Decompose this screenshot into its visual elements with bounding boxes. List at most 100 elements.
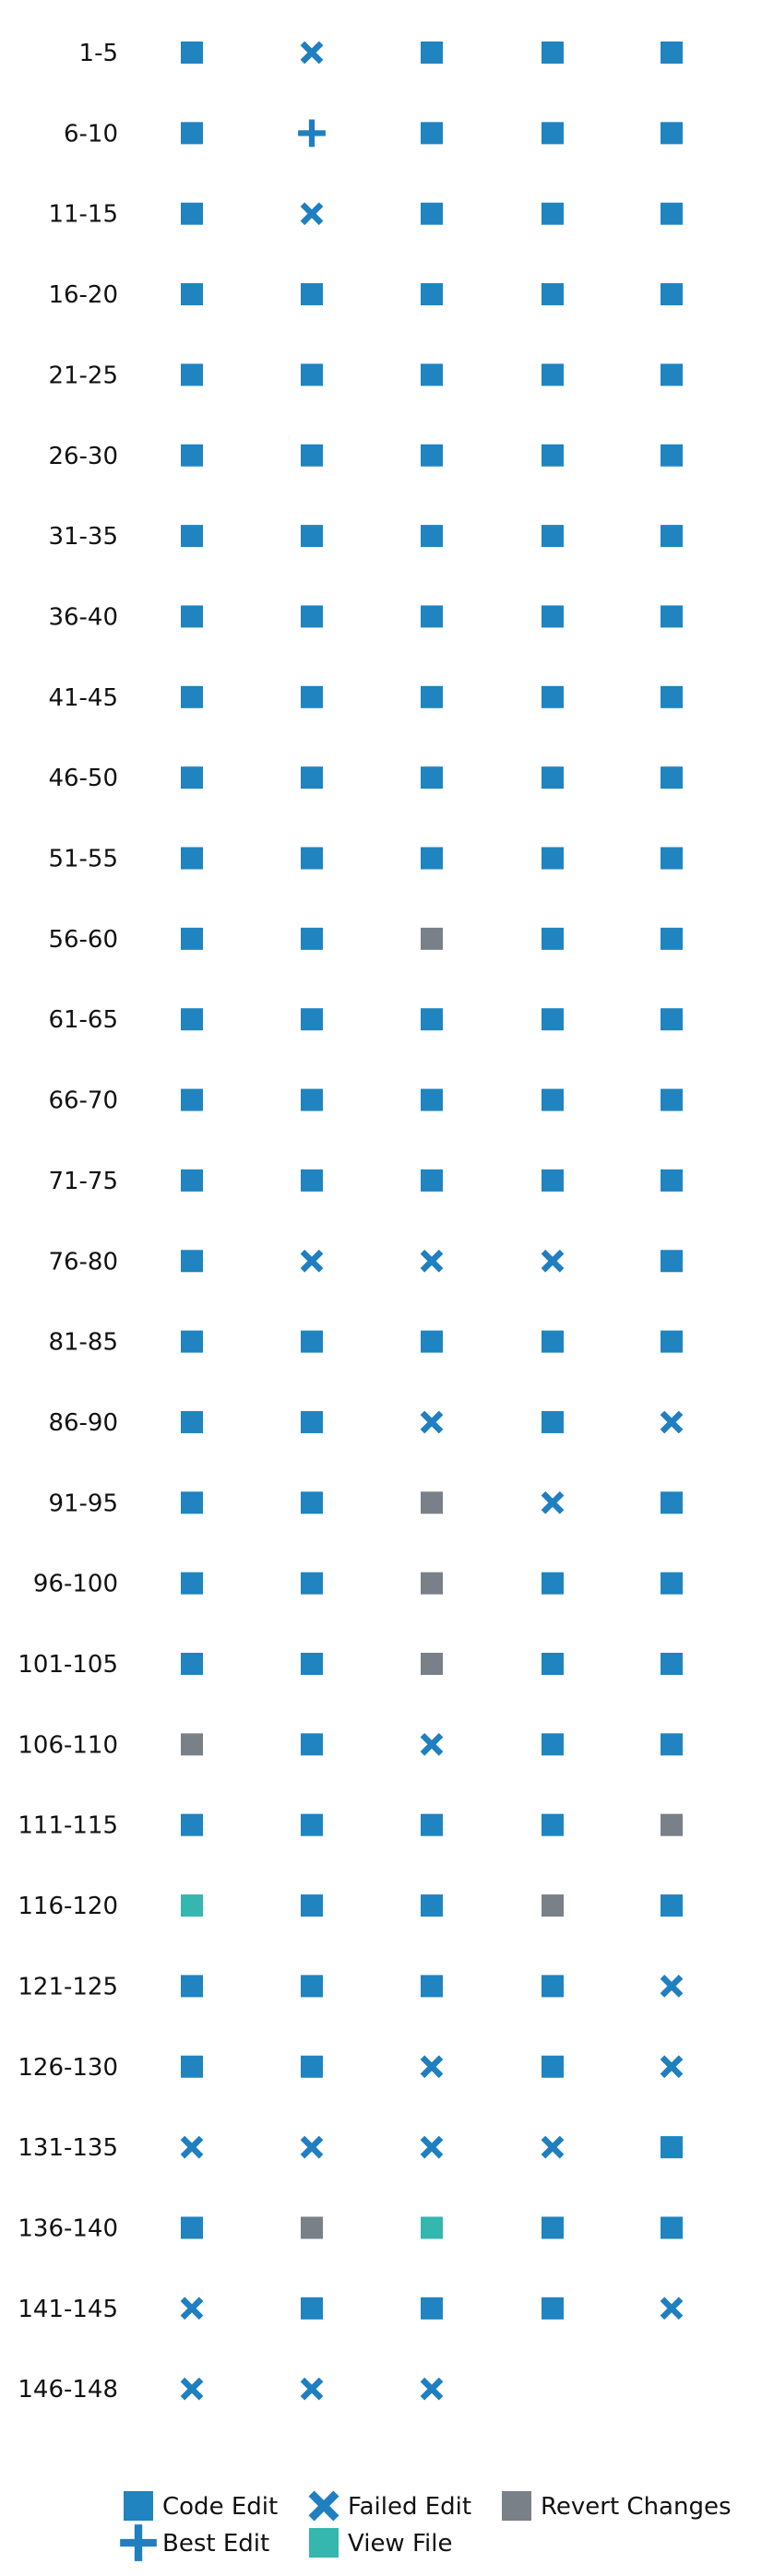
- cell-marker-code: [661, 1330, 683, 1353]
- chart-row: 126-130: [18, 2054, 684, 2082]
- chart-row: 86-90: [48, 1409, 684, 1437]
- chart-row: 141-145: [18, 2296, 684, 2323]
- cell-marker-failed: [420, 1249, 444, 1273]
- cell-marker-code: [542, 283, 564, 306]
- row-label: 131-135: [18, 2134, 118, 2162]
- chart-row: 101-105: [18, 1651, 683, 1679]
- cell-marker-revert: [542, 1894, 564, 1917]
- row-label: 121-125: [18, 1973, 118, 2000]
- cell-marker-code: [661, 1733, 683, 1756]
- cell-marker-code: [421, 42, 443, 64]
- cell-marker-failed: [541, 1490, 565, 1514]
- chart-row: 31-35: [48, 523, 683, 551]
- cell-marker-code: [542, 363, 564, 386]
- cell-marker-failed: [420, 2135, 444, 2159]
- cell-marker-failed: [180, 2135, 204, 2159]
- chart-row: 61-65: [48, 1006, 683, 1034]
- cell-marker-code: [661, 444, 683, 467]
- cell-marker-code: [421, 363, 443, 386]
- cell-marker-code: [661, 1008, 683, 1031]
- row-label: 56-60: [48, 926, 118, 954]
- chart-rows: 1-5 6-10 11-15 16-20 21-25 26-30 31-35 36-40 41-…: [18, 40, 684, 2404]
- cell-marker-failed: [300, 2135, 324, 2159]
- cell-marker-code: [181, 1572, 203, 1595]
- chart-row: 121-125: [18, 1973, 684, 2000]
- row-label: 126-130: [18, 2054, 118, 2082]
- cell-marker-failed: [300, 2377, 324, 2401]
- cell-marker-code: [542, 1088, 564, 1111]
- chart-row: 56-60: [48, 926, 683, 954]
- cell-marker-code: [661, 1250, 683, 1273]
- cell-marker-revert: [661, 1813, 683, 1836]
- legend-label: Best Edit: [162, 2530, 269, 2558]
- row-label: 71-75: [48, 1168, 118, 1195]
- chart-row: 131-135: [18, 2134, 683, 2162]
- cell-marker-code: [661, 283, 683, 306]
- cell-marker-code: [542, 2297, 564, 2320]
- cell-marker-code: [661, 2216, 683, 2239]
- cell-marker-code: [181, 1653, 203, 1675]
- cell-marker-code: [542, 42, 564, 64]
- cell-marker-best: [298, 119, 326, 148]
- cell-marker-code: [301, 766, 323, 789]
- cell-marker-code: [301, 1894, 323, 1917]
- cell-marker-code: [542, 1975, 564, 1998]
- cell-marker-code: [421, 685, 443, 708]
- cell-marker-code: [301, 1572, 323, 1595]
- cell-marker-code: [542, 1330, 564, 1353]
- cell-marker-code: [661, 122, 683, 145]
- cell-marker-code: [301, 1169, 323, 1192]
- row-label: 81-85: [48, 1329, 118, 1357]
- row-label: 61-65: [48, 1006, 118, 1034]
- cell-marker-code: [181, 1330, 203, 1353]
- row-label: 101-105: [18, 1651, 118, 1679]
- cell-marker-failed: [660, 1410, 684, 1434]
- chart-row: 116-120: [18, 1893, 683, 1920]
- chart-row: 16-20: [48, 281, 683, 309]
- cell-marker-code: [542, 122, 564, 145]
- cell-marker-code: [661, 525, 683, 548]
- cell-marker-code: [181, 1491, 203, 1514]
- chart-row: 106-110: [18, 1731, 683, 1759]
- cell-marker-code: [421, 1975, 443, 1998]
- cell-marker-code: [301, 1975, 323, 1998]
- legend-label: View File: [348, 2530, 452, 2558]
- cell-marker-code: [661, 766, 683, 789]
- row-label: 6-10: [64, 120, 118, 148]
- cell-marker-code: [421, 605, 443, 628]
- legend-marker-failed: [308, 2490, 339, 2522]
- cell-marker-code: [542, 605, 564, 628]
- row-label: 96-100: [33, 1571, 118, 1598]
- cell-marker-code: [181, 1169, 203, 1192]
- cell-marker-revert: [421, 1491, 443, 1514]
- cell-marker-view: [421, 2216, 443, 2239]
- cell-marker-code: [542, 202, 564, 225]
- cell-marker-revert: [421, 1572, 443, 1595]
- row-label: 111-115: [18, 1812, 118, 1840]
- cell-marker-code: [542, 2216, 564, 2239]
- cell-marker-code: [542, 1813, 564, 1836]
- cell-marker-code: [661, 363, 683, 386]
- cell-marker-code: [542, 444, 564, 467]
- chart-row: 26-30: [48, 443, 683, 470]
- cell-marker-code: [542, 1008, 564, 1031]
- cell-marker-code: [181, 2055, 203, 2078]
- row-label: 146-148: [18, 2376, 118, 2404]
- legend-label: Code Edit: [162, 2493, 278, 2521]
- cell-marker-failed: [660, 1975, 684, 1998]
- legend-item-revert: Revert Changes: [502, 2491, 732, 2521]
- cell-marker-view: [181, 1894, 203, 1917]
- chart-row: 21-25: [48, 362, 683, 389]
- cell-marker-code: [301, 525, 323, 548]
- cell-marker-code: [181, 283, 203, 306]
- cell-marker-code: [301, 1653, 323, 1675]
- cell-marker-code: [181, 766, 203, 789]
- row-label: 106-110: [18, 1731, 118, 1759]
- cell-marker-code: [181, 605, 203, 628]
- cell-marker-code: [542, 1733, 564, 1756]
- cell-marker-code: [421, 283, 443, 306]
- cell-marker-code: [661, 1653, 683, 1675]
- cell-marker-code: [301, 1330, 323, 1353]
- cell-marker-code: [421, 2297, 443, 2320]
- cell-marker-code: [301, 927, 323, 950]
